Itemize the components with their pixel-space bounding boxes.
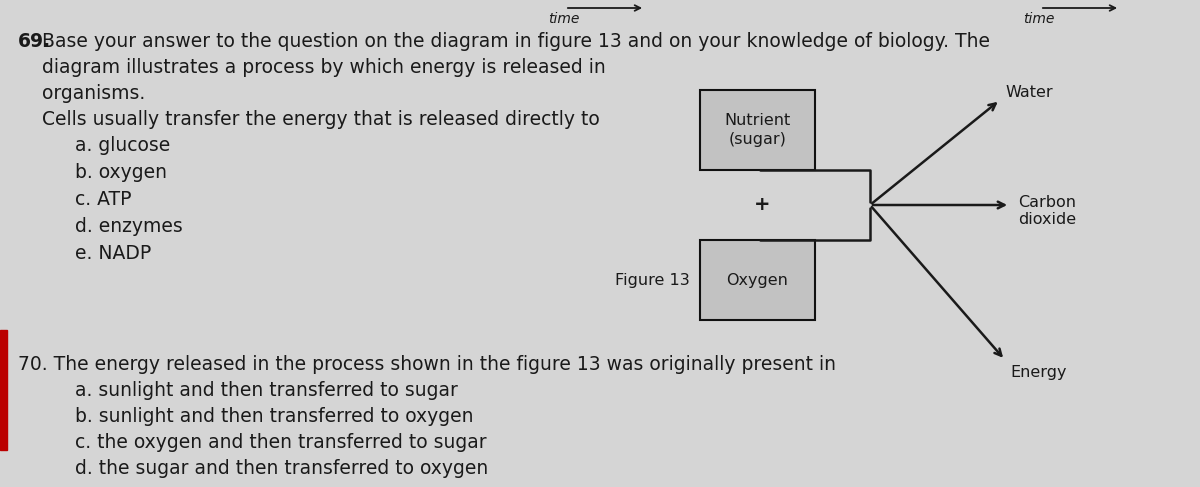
Text: diagram illustrates a process by which energy is released in: diagram illustrates a process by which e…: [42, 58, 606, 77]
Bar: [700, 90, 815, 170]
Text: Carbon
dioxide: Carbon dioxide: [1018, 195, 1076, 227]
Text: Cells usually transfer the energy that is released directly to: Cells usually transfer the energy that i…: [42, 110, 600, 129]
Text: a. sunlight and then transferred to sugar: a. sunlight and then transferred to suga…: [74, 381, 458, 400]
Text: 70. The energy released in the process shown in the figure 13 was originally pre: 70. The energy released in the process s…: [18, 355, 836, 374]
Text: organisms.: organisms.: [42, 84, 145, 103]
Text: Oxygen: Oxygen: [726, 273, 788, 287]
Text: Energy: Energy: [1010, 365, 1067, 380]
Text: 69.: 69.: [18, 32, 52, 51]
Text: Figure 13: Figure 13: [616, 273, 690, 287]
Text: b. oxygen: b. oxygen: [74, 163, 167, 182]
Text: time: time: [1022, 12, 1055, 26]
Text: c. the oxygen and then transferred to sugar: c. the oxygen and then transferred to su…: [74, 433, 487, 452]
Text: +: +: [755, 195, 770, 214]
Text: b. sunlight and then transferred to oxygen: b. sunlight and then transferred to oxyg…: [74, 407, 474, 426]
Bar: [0, 330, 7, 450]
Text: d. enzymes: d. enzymes: [74, 217, 182, 236]
Bar: [700, 240, 815, 320]
Text: Nutrient
(sugar): Nutrient (sugar): [725, 113, 791, 147]
Text: e. NADP: e. NADP: [74, 244, 151, 263]
Text: Water: Water: [1006, 85, 1052, 100]
Text: a. glucose: a. glucose: [74, 136, 170, 155]
Text: d. the sugar and then transferred to oxygen: d. the sugar and then transferred to oxy…: [74, 459, 488, 478]
Text: Base your answer to the question on the diagram in figure 13 and on your knowled: Base your answer to the question on the …: [42, 32, 990, 51]
Text: c. ATP: c. ATP: [74, 190, 132, 209]
Text: time: time: [548, 12, 580, 26]
